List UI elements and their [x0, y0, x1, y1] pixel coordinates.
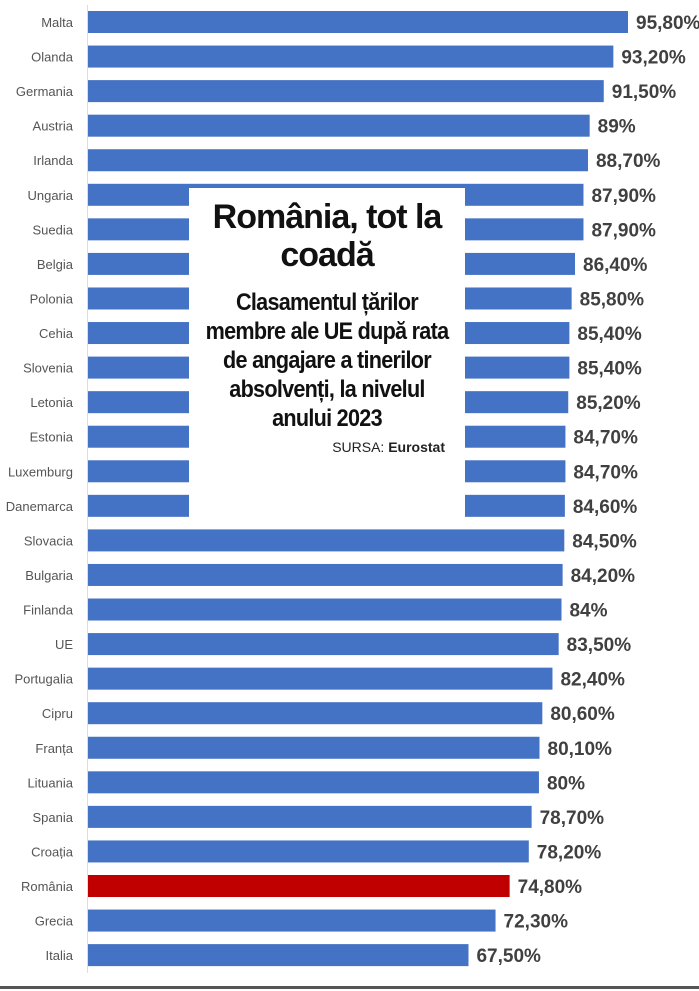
- category-label: Bulgaria: [25, 568, 73, 583]
- value-label: 93,20%: [621, 48, 686, 69]
- value-label: 83,50%: [567, 635, 632, 656]
- bar: [88, 114, 590, 137]
- category-label: Belgia: [37, 257, 74, 272]
- value-label: 80%: [547, 773, 585, 794]
- category-label: Ungaria: [27, 188, 73, 203]
- category-label: Irlanda: [33, 153, 74, 168]
- category-label: Slovenia: [23, 361, 74, 376]
- category-label: Olanda: [31, 50, 74, 65]
- category-label: Danemarca: [6, 499, 74, 514]
- category-label: Polonia: [30, 291, 74, 306]
- value-label: 86,40%: [583, 255, 648, 276]
- value-label: 84,20%: [571, 566, 636, 587]
- source-name: Eurostat: [388, 439, 445, 455]
- value-label: 67,50%: [476, 946, 541, 967]
- value-label: 72,30%: [504, 912, 569, 933]
- bar: [88, 529, 565, 552]
- value-label: 80,10%: [548, 739, 613, 760]
- category-label: Cipru: [42, 706, 73, 721]
- bar: [88, 702, 543, 725]
- bottom-rule: [0, 986, 699, 989]
- category-label: Lituania: [27, 775, 73, 790]
- category-label: Estonia: [30, 430, 74, 445]
- chart-subtitle: Clasamentul țărilor membre ale UE după r…: [205, 289, 449, 432]
- category-label: Malta: [41, 15, 74, 30]
- value-label: 80,60%: [550, 704, 615, 725]
- chart-title: România, tot la coadă: [212, 198, 443, 274]
- value-label: 84%: [569, 601, 607, 622]
- category-label: Austria: [33, 119, 74, 134]
- bar: [88, 80, 604, 103]
- category-label: Italia: [46, 948, 74, 963]
- value-label: 87,90%: [591, 186, 656, 207]
- value-label: 91,50%: [612, 82, 677, 103]
- bar: [88, 805, 532, 828]
- value-label: 84,60%: [573, 497, 638, 518]
- category-label: Spania: [33, 810, 74, 825]
- category-label: Letonia: [30, 395, 73, 410]
- category-label: Portugalia: [14, 672, 73, 687]
- bar: [88, 667, 553, 690]
- bar: [88, 875, 510, 897]
- category-label: UE: [55, 637, 73, 652]
- bar: [88, 633, 559, 656]
- value-label: 84,70%: [573, 462, 638, 483]
- value-label: 84,70%: [573, 428, 638, 449]
- category-label: Cehia: [39, 326, 74, 341]
- bar: [88, 598, 562, 621]
- value-label: 85,80%: [580, 289, 645, 310]
- category-label: Grecia: [35, 914, 74, 929]
- value-label: 82,40%: [560, 670, 625, 691]
- value-label: 78,70%: [540, 808, 605, 829]
- title-box: România, tot la coadă Clasamentul țărilo…: [189, 188, 465, 520]
- category-label: Franța: [35, 741, 73, 756]
- category-label: Slovacia: [24, 533, 74, 548]
- value-label: 85,20%: [576, 393, 641, 414]
- bar: [88, 771, 539, 794]
- bar: [88, 563, 563, 586]
- value-label: 89%: [598, 117, 636, 138]
- category-label: România: [21, 879, 74, 894]
- bar: [88, 45, 614, 68]
- source-label: SURSA:: [332, 439, 385, 455]
- bar: [88, 149, 588, 172]
- value-label: 88,70%: [596, 151, 661, 172]
- bar: [88, 11, 628, 33]
- bar: [88, 840, 529, 863]
- value-label: 87,90%: [591, 220, 656, 241]
- value-label: 85,40%: [577, 359, 642, 380]
- bar: [88, 944, 469, 967]
- value-label: 78,20%: [537, 842, 602, 863]
- value-label: 74,80%: [518, 877, 583, 898]
- value-label: 85,40%: [577, 324, 642, 345]
- value-label: 84,50%: [572, 531, 637, 552]
- bar: [88, 909, 496, 932]
- category-label: Luxemburg: [8, 464, 73, 479]
- chart-source: SURSA: Eurostat: [189, 439, 445, 455]
- category-label: Finlanda: [23, 603, 74, 618]
- category-label: Suedia: [33, 222, 74, 237]
- category-label: Germania: [16, 84, 74, 99]
- bar: [88, 736, 540, 759]
- value-label: 95,80%: [636, 13, 699, 34]
- category-label: Croația: [31, 844, 74, 859]
